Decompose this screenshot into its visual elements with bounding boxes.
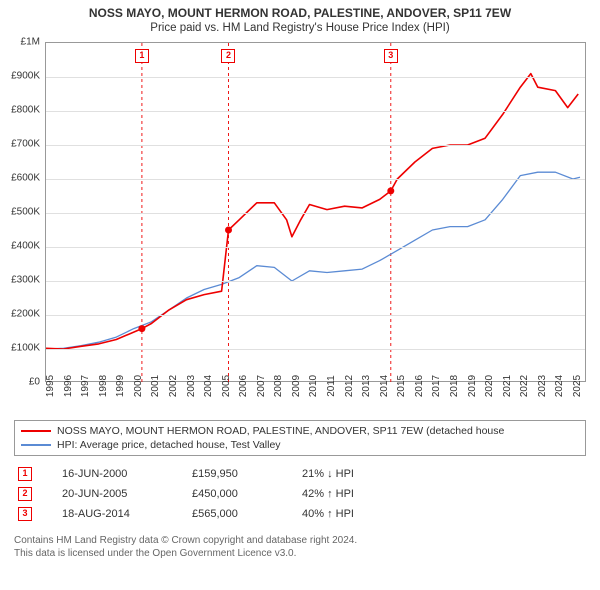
- footer: Contains HM Land Registry data © Crown c…: [14, 534, 586, 560]
- gridline: [46, 213, 585, 214]
- sales-price: £565,000: [192, 508, 272, 520]
- x-tick-label: 2021: [502, 375, 513, 397]
- chart-container: NOSS MAYO, MOUNT HERMON ROAD, PALESTINE,…: [0, 0, 600, 590]
- x-tick-label: 2005: [221, 375, 232, 397]
- bottom-panel: NOSS MAYO, MOUNT HERMON ROAD, PALESTINE,…: [14, 420, 586, 560]
- x-tick-label: 2010: [308, 375, 319, 397]
- sales-price: £450,000: [192, 488, 272, 500]
- chart-title: NOSS MAYO, MOUNT HERMON ROAD, PALESTINE,…: [10, 6, 590, 20]
- x-tick-label: 2014: [379, 375, 390, 397]
- gridline: [46, 315, 585, 316]
- x-tick-label: 2022: [519, 375, 530, 397]
- y-tick-label: £400K: [11, 241, 40, 252]
- sales-delta: 40% ↑ HPI: [302, 508, 402, 520]
- sales-delta: 42% ↑ HPI: [302, 488, 402, 500]
- x-tick-label: 2019: [467, 375, 478, 397]
- x-tick-label: 2012: [344, 375, 355, 397]
- x-tick-label: 1997: [80, 375, 91, 397]
- plot-area: 1 2 3: [45, 42, 586, 382]
- x-tick-label: 2002: [168, 375, 179, 397]
- y-tick-label: £100K: [11, 343, 40, 354]
- y-tick-label: £300K: [11, 275, 40, 286]
- gridline: [46, 179, 585, 180]
- chart-area: 123 £0£100K£200K£300K£400K£500K£600K£700…: [45, 42, 586, 412]
- x-tick-label: 1995: [45, 375, 56, 397]
- sale-marker: 1: [135, 49, 149, 63]
- footer-line-2: This data is licensed under the Open Gov…: [14, 547, 586, 560]
- legend-swatch: [21, 444, 51, 446]
- x-tick-label: 2006: [238, 375, 249, 397]
- x-tick-label: 1998: [98, 375, 109, 397]
- y-tick-label: £500K: [11, 207, 40, 218]
- sales-marker-badge: 1: [18, 467, 32, 481]
- y-tick-label: £0: [29, 377, 40, 388]
- x-tick-label: 1996: [63, 375, 74, 397]
- x-tick-label: 2000: [133, 375, 144, 397]
- legend: NOSS MAYO, MOUNT HERMON ROAD, PALESTINE,…: [14, 420, 586, 456]
- sales-marker-badge: 3: [18, 507, 32, 521]
- y-tick-label: £200K: [11, 309, 40, 320]
- gridline: [46, 111, 585, 112]
- x-tick-label: 2001: [150, 375, 161, 397]
- sale-marker: 2: [221, 49, 235, 63]
- y-tick-label: £700K: [11, 139, 40, 150]
- x-tick-label: 2018: [449, 375, 460, 397]
- x-tick-label: 2017: [431, 375, 442, 397]
- sales-row: 3 18-AUG-2014 £565,000 40% ↑ HPI: [14, 504, 586, 524]
- gridline: [46, 349, 585, 350]
- x-tick-label: 2023: [537, 375, 548, 397]
- sales-table: 1 16-JUN-2000 £159,950 21% ↓ HPI 2 20-JUN-200…: [14, 464, 586, 524]
- sales-marker-badge: 2: [18, 487, 32, 501]
- gridline: [46, 77, 585, 78]
- sales-row: 1 16-JUN-2000 £159,950 21% ↓ HPI: [14, 464, 586, 484]
- x-tick-label: 2009: [291, 375, 302, 397]
- y-tick-label: £1M: [21, 37, 40, 48]
- x-tick-label: 2013: [361, 375, 372, 397]
- sales-date: 20-JUN-2005: [62, 488, 162, 500]
- x-tick-label: 2003: [186, 375, 197, 397]
- sale-marker: 3: [384, 49, 398, 63]
- gridline: [46, 145, 585, 146]
- x-tick-label: 2016: [414, 375, 425, 397]
- x-tick-label: 2007: [256, 375, 267, 397]
- legend-swatch: [21, 430, 51, 432]
- x-tick-label: 2024: [554, 375, 565, 397]
- gridline: [46, 247, 585, 248]
- footer-line-1: Contains HM Land Registry data © Crown c…: [14, 534, 586, 547]
- sales-date: 18-AUG-2014: [62, 508, 162, 520]
- y-tick-label: £600K: [11, 173, 40, 184]
- sales-price: £159,950: [192, 468, 272, 480]
- legend-item: HPI: Average price, detached house, Test…: [21, 438, 579, 452]
- x-tick-label: 2020: [484, 375, 495, 397]
- x-tick-label: 2004: [203, 375, 214, 397]
- x-tick-label: 2011: [326, 375, 337, 397]
- legend-label: HPI: Average price, detached house, Test…: [57, 439, 281, 451]
- legend-item: NOSS MAYO, MOUNT HERMON ROAD, PALESTINE,…: [21, 424, 579, 438]
- x-tick-label: 2025: [572, 375, 583, 397]
- sales-delta: 21% ↓ HPI: [302, 468, 402, 480]
- legend-label: NOSS MAYO, MOUNT HERMON ROAD, PALESTINE,…: [57, 425, 504, 437]
- x-tick-label: 2015: [396, 375, 407, 397]
- x-tick-label: 1999: [115, 375, 126, 397]
- sales-date: 16-JUN-2000: [62, 468, 162, 480]
- x-tick-label: 2008: [273, 375, 284, 397]
- y-tick-label: £900K: [11, 71, 40, 82]
- gridline: [46, 281, 585, 282]
- y-tick-label: £800K: [11, 105, 40, 116]
- sales-row: 2 20-JUN-2005 £450,000 42% ↑ HPI: [14, 484, 586, 504]
- title-block: NOSS MAYO, MOUNT HERMON ROAD, PALESTINE,…: [0, 0, 600, 38]
- chart-subtitle: Price paid vs. HM Land Registry's House …: [10, 22, 590, 34]
